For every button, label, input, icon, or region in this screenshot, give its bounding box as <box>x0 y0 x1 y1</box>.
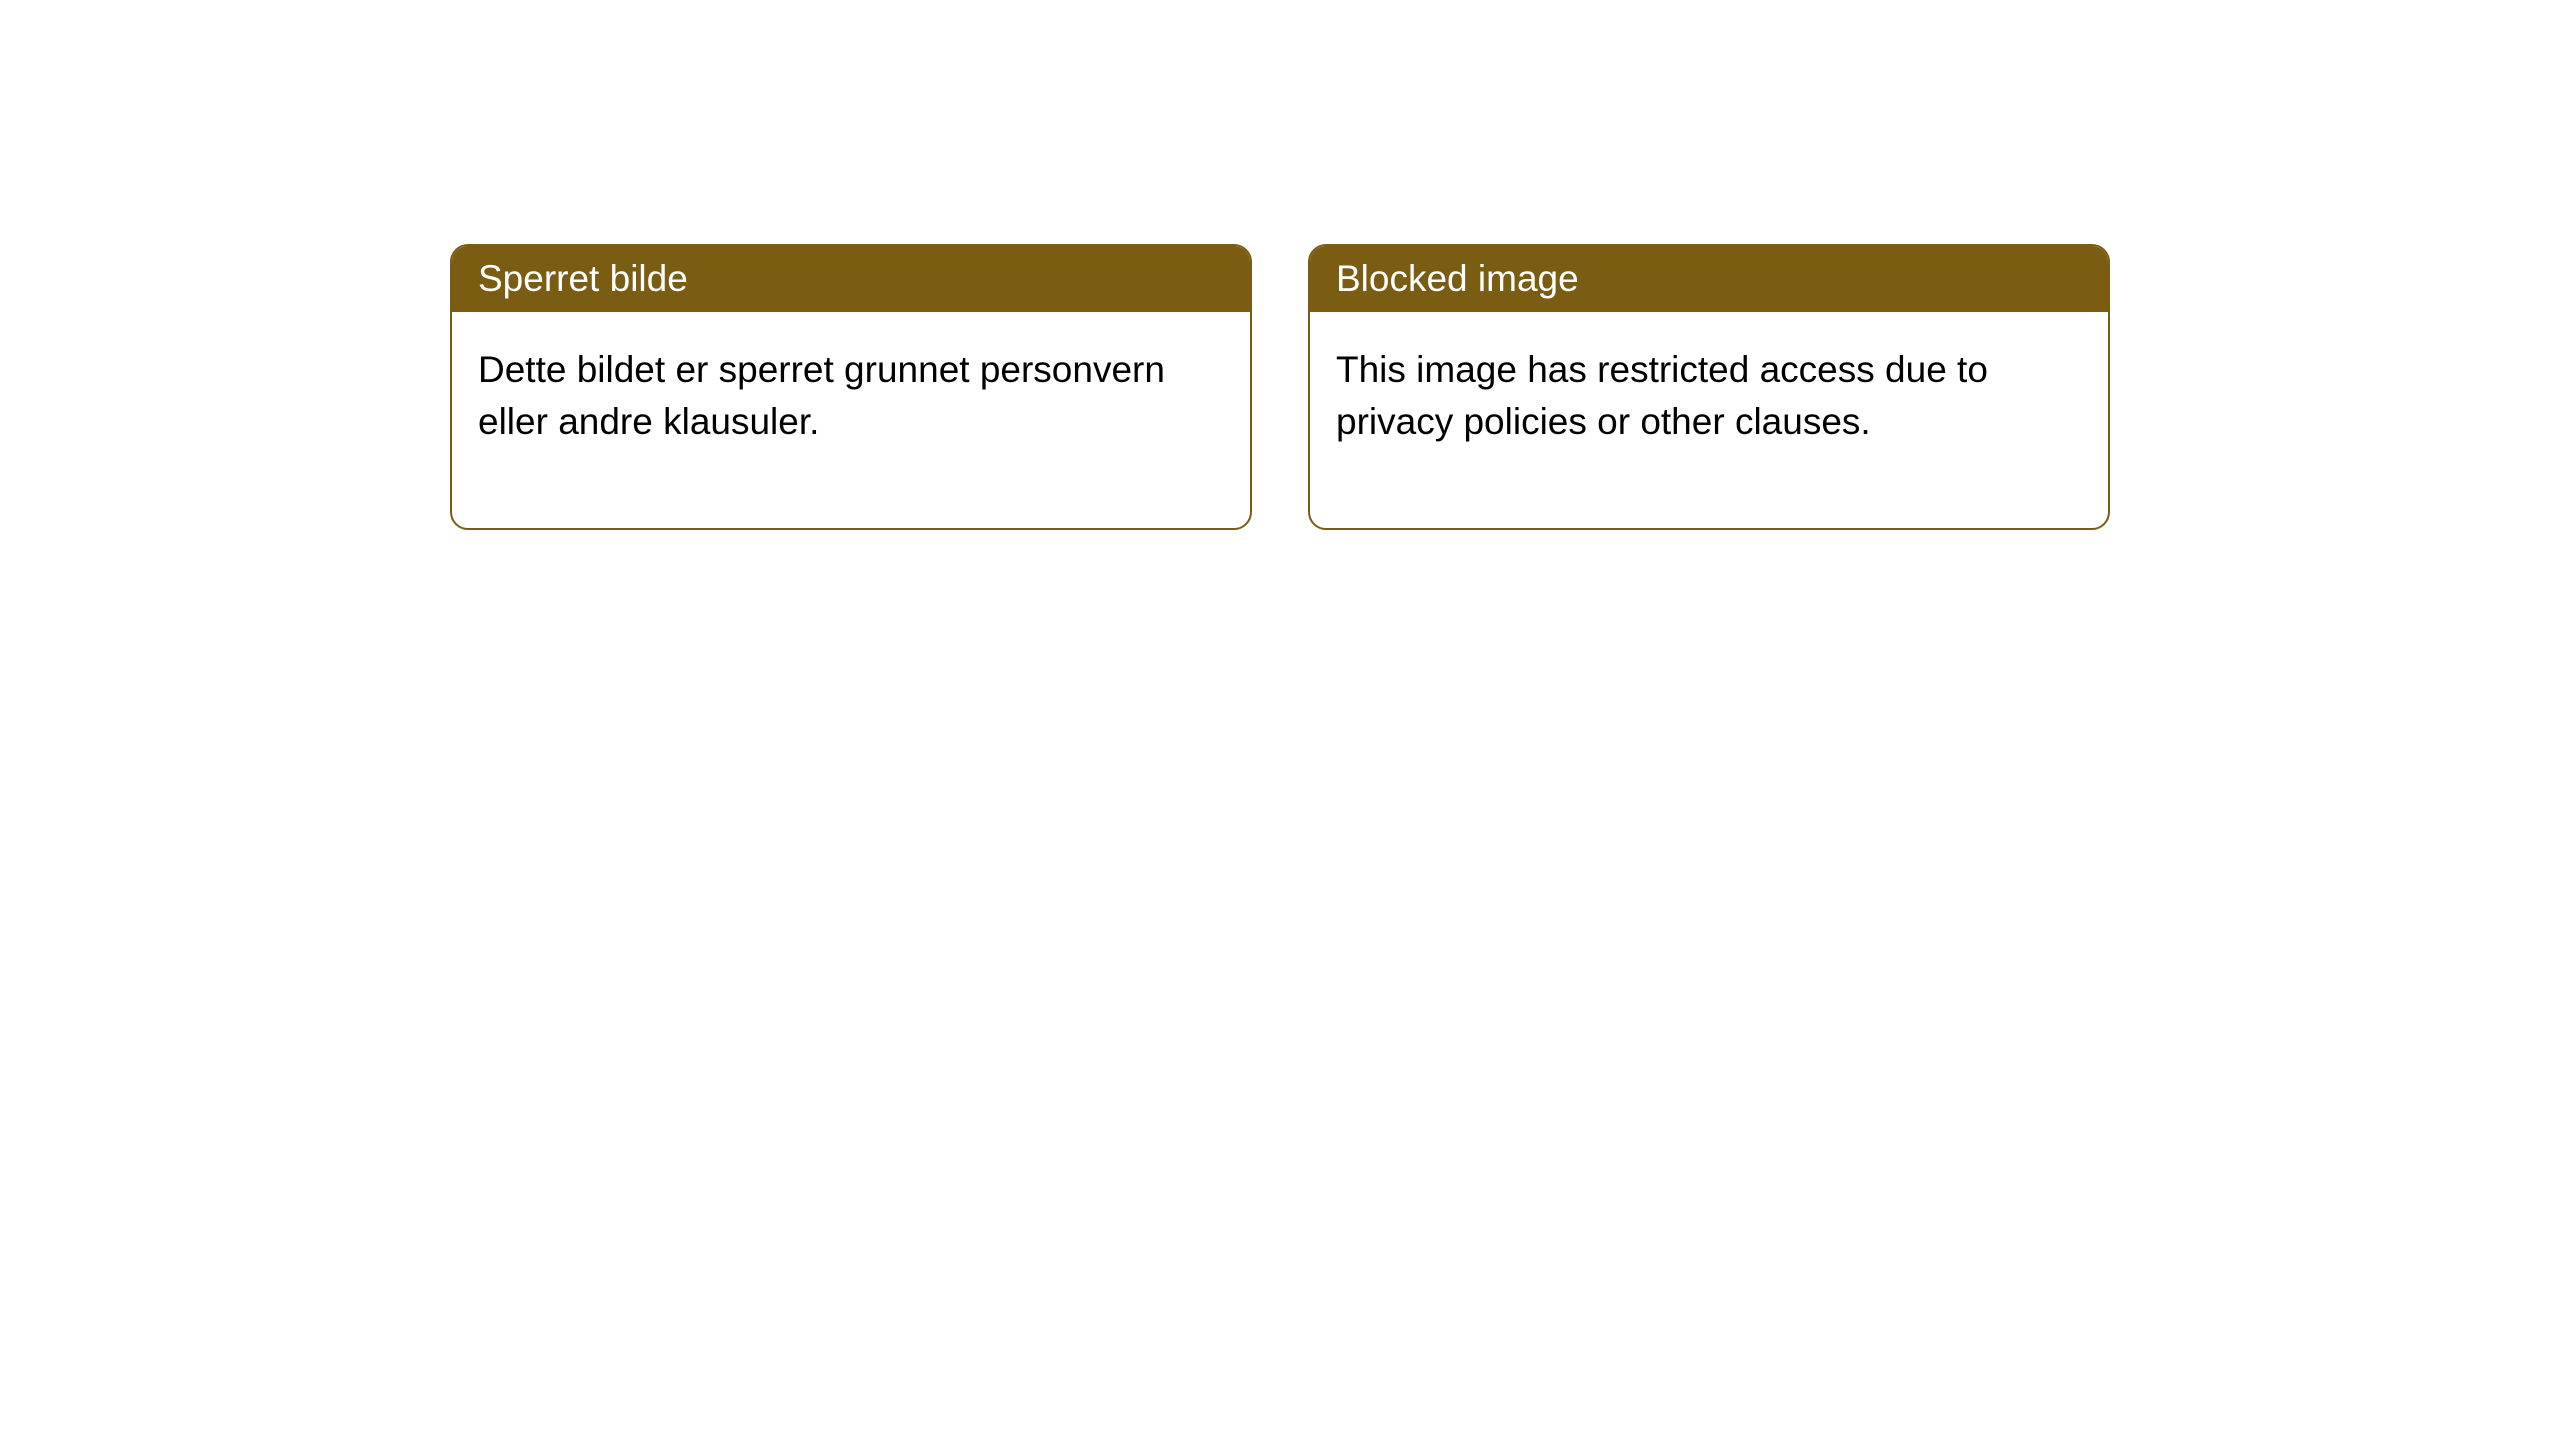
notice-body-text: Dette bildet er sperret grunnet personve… <box>478 349 1165 442</box>
notice-box-english: Blocked image This image has restricted … <box>1308 244 2110 530</box>
notice-body-text: This image has restricted access due to … <box>1336 349 1988 442</box>
notice-box-norwegian: Sperret bilde Dette bildet er sperret gr… <box>450 244 1252 530</box>
notice-header: Blocked image <box>1310 246 2108 312</box>
notice-body: Dette bildet er sperret grunnet personve… <box>452 312 1250 528</box>
notice-title: Blocked image <box>1336 258 1579 299</box>
notice-title: Sperret bilde <box>478 258 688 299</box>
notice-header: Sperret bilde <box>452 246 1250 312</box>
notice-container: Sperret bilde Dette bildet er sperret gr… <box>450 244 2110 530</box>
notice-body: This image has restricted access due to … <box>1310 312 2108 528</box>
